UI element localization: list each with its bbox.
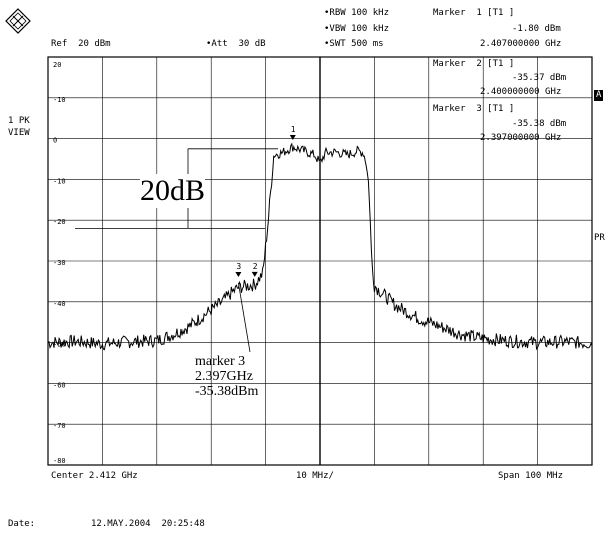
marker-1-label: 1: [291, 125, 296, 134]
db20-annotation: 20dB: [140, 174, 206, 208]
swt-setting: •SWT 500 ms: [324, 39, 384, 49]
y-tick-label: -10: [53, 96, 66, 104]
marker-3-triangle: [235, 271, 242, 277]
marker3-label: Marker 3 [T1 ]: [433, 104, 515, 114]
logo-icon: [5, 8, 31, 34]
y-tick-label: -20: [53, 218, 66, 226]
marker2-label: Marker 2 [T1 ]: [433, 59, 515, 69]
date-value: 12.MAY.2004 20:25:48: [91, 519, 205, 529]
marker2-freq: 2.400000000 GHz: [480, 87, 562, 97]
division: 10 MHz/: [296, 471, 334, 481]
marker-2-triangle: [251, 271, 258, 277]
marker3-freq: 2.397000000 GHz: [480, 133, 562, 143]
marker2-level: -35.37 dBm: [512, 73, 567, 83]
marker-3-label: 3: [236, 262, 241, 271]
y-tick-label: -10: [53, 177, 66, 185]
marker3-level: -35.38 dBm: [512, 119, 567, 129]
marker1-level: -1.80 dBm: [512, 24, 561, 34]
attenuation: •Att 30 dB: [206, 39, 266, 49]
y-tick-label: -80: [53, 457, 66, 465]
trace-mode-2: VIEW: [8, 128, 30, 138]
y-tick-label: -40: [53, 300, 66, 308]
markers: 1 2 3: [235, 125, 296, 277]
y-tick-label: 20: [53, 61, 61, 69]
center-frequency: Center 2.412 GHz: [51, 471, 138, 481]
vbw-setting: •VBW 100 kHz: [324, 24, 390, 34]
a-tag: A: [594, 90, 604, 101]
marker3-note-1: marker 3: [195, 354, 246, 369]
marker-1-triangle: [289, 134, 296, 140]
spectrum-trace: [47, 142, 593, 351]
marker-info-box: Marker 2 [T1 ] -35.37 dBm 2.400000000 GH…: [430, 58, 590, 152]
date-label: Date:: [8, 519, 36, 529]
marker3-note-2: 2.397GHz: [195, 369, 253, 384]
trace-mode-1: 1 PK: [8, 116, 30, 126]
marker3-note-3: -35.38dBm: [195, 384, 259, 399]
marker3-callout-line: [238, 282, 251, 353]
marker1-label: Marker 1 [T1 ]: [433, 8, 515, 18]
y-tick-label: -60: [53, 381, 66, 389]
ref-level: Ref 20 dBm: [51, 39, 111, 49]
marker-2-label: 2: [253, 262, 258, 271]
rbw-setting: •RBW 100 kHz: [324, 8, 390, 18]
y-tick-labels: 20 -10 0 -10 -20 -30 -40 -50 -60 -70 -80: [53, 61, 66, 465]
y-tick-label: -50: [53, 341, 66, 349]
y-tick-label: 0: [53, 137, 57, 145]
y-tick-label: -30: [53, 259, 66, 267]
pr-tag: PR: [594, 233, 605, 243]
marker1-freq: 2.407000000 GHz: [480, 39, 562, 49]
span: Span 100 MHz: [498, 471, 564, 481]
y-tick-label: -70: [53, 422, 66, 430]
